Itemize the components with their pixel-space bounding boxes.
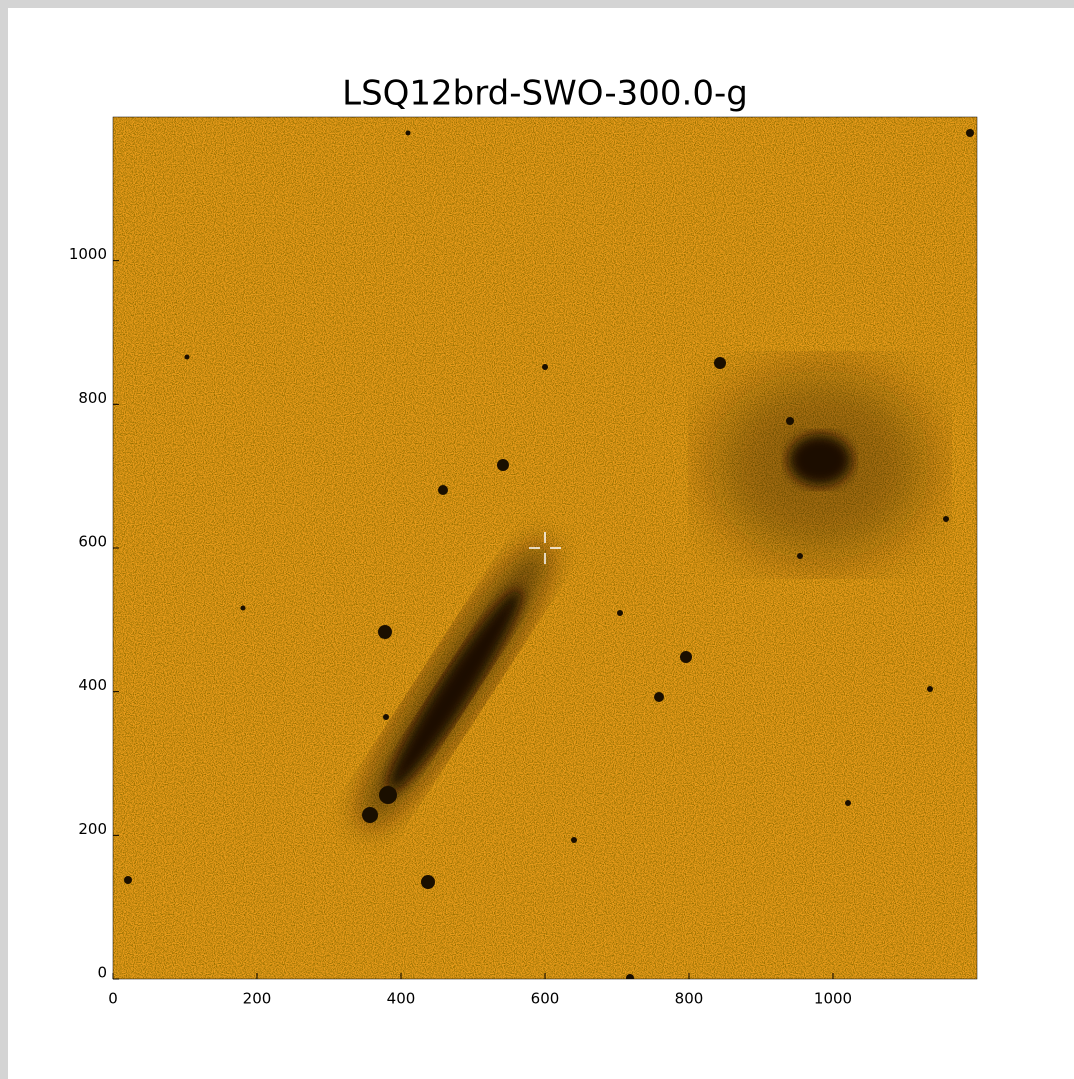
sky-image [113, 117, 977, 979]
x-tick-label: 600 [531, 990, 560, 1008]
y-tick-label: 600 [78, 533, 107, 551]
x-tick-label: 0 [108, 990, 118, 1008]
x-tick-label: 1000 [814, 990, 852, 1008]
chart-title: LSQ12brd-SWO-300.0-g [342, 74, 748, 114]
y-tick-label: 800 [78, 389, 107, 407]
y-tick-label: 0 [97, 964, 107, 982]
x-tick-label: 200 [243, 990, 272, 1008]
y-tick-label: 200 [78, 820, 107, 838]
y-tick-label: 1000 [69, 245, 107, 263]
x-tick-label: 400 [387, 990, 416, 1008]
x-tick-label: 800 [675, 990, 704, 1008]
target-marker [529, 532, 561, 564]
y-tick-label: 400 [78, 676, 107, 694]
